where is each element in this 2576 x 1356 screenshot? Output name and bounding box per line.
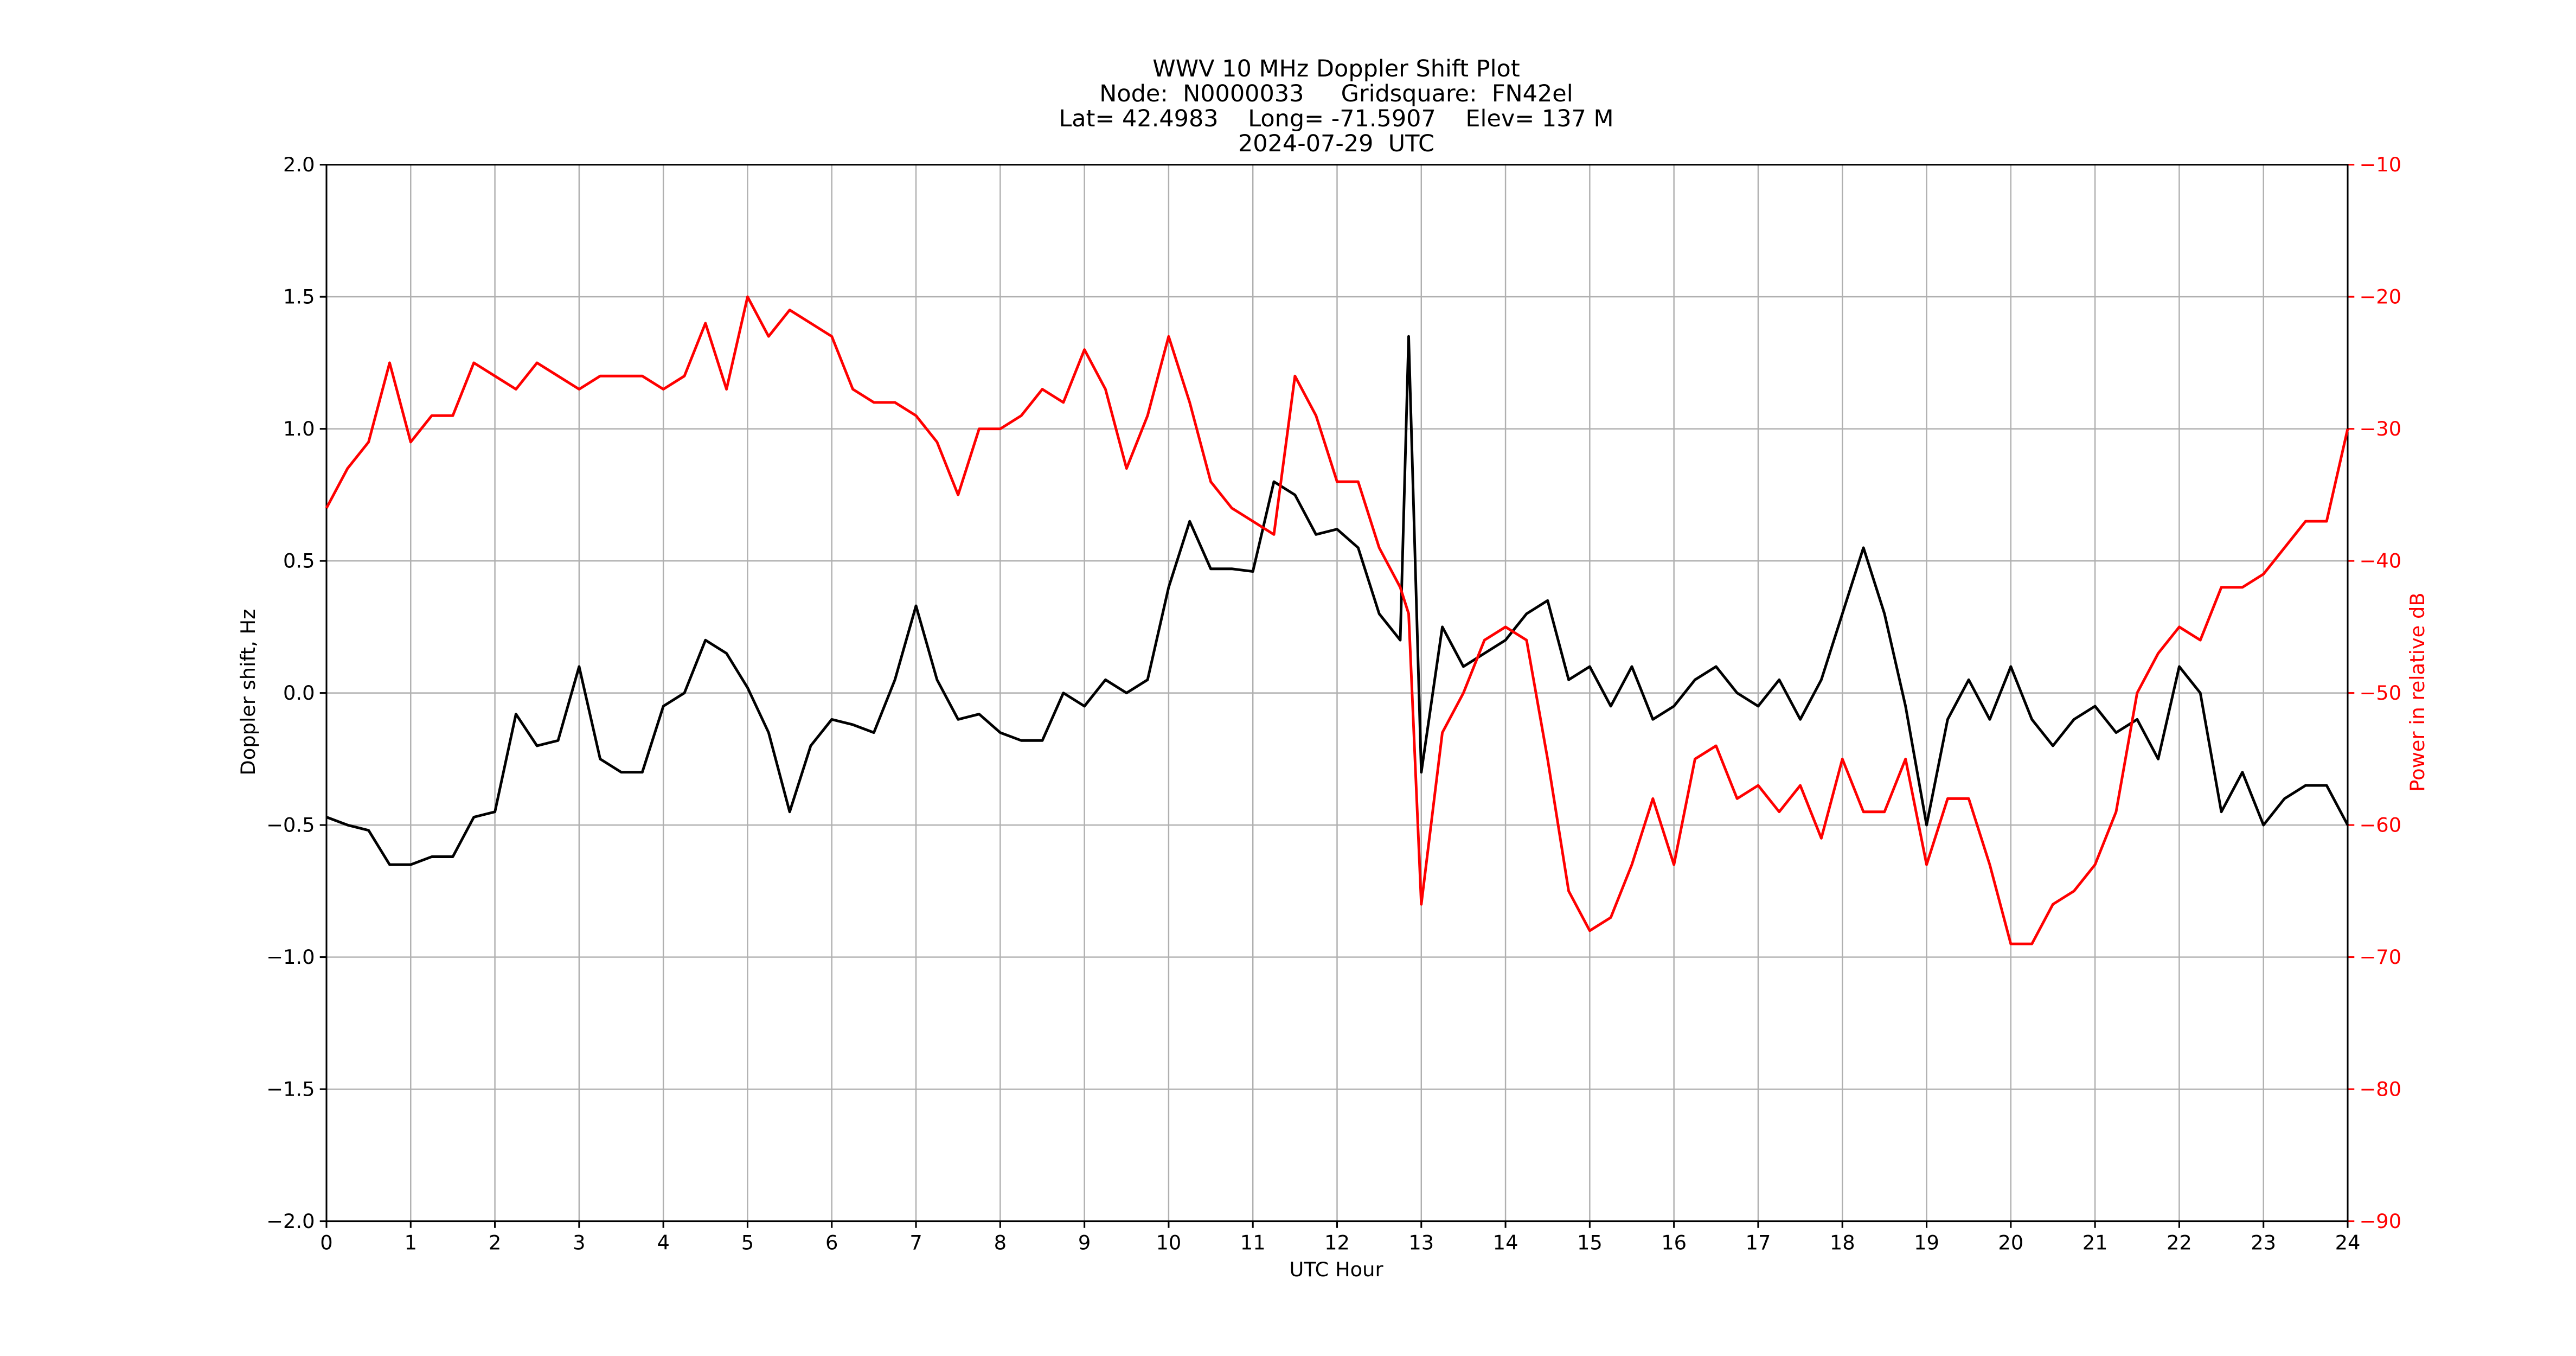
plot-frame [325, 164, 2349, 1223]
x-tick-label: 24 [2335, 1231, 2361, 1255]
x-tick-label: 20 [1998, 1231, 2023, 1255]
y2-tick-label: −20 [2359, 285, 2401, 308]
y-tick-label: 1.5 [283, 285, 315, 308]
x-tick-label: 1 [405, 1231, 417, 1255]
y2-tick-label: −30 [2359, 417, 2401, 440]
x-tick-label: 15 [1577, 1231, 1603, 1255]
y2-tick-label: −60 [2359, 813, 2401, 836]
x-tick-label: 10 [1156, 1231, 1181, 1255]
x-tick-label: 6 [825, 1231, 838, 1255]
y2-tick-label: −10 [2359, 153, 2401, 176]
y-tick-label: 0.5 [283, 549, 315, 572]
x-tick-label: 14 [1493, 1231, 1518, 1255]
data-line [325, 295, 2349, 945]
y-tick-label: 2.0 [283, 153, 315, 176]
y-axis-label: Doppler shift, Hz [236, 609, 260, 776]
y2-axis-label: Power in relative dB [2406, 592, 2429, 791]
title-line: 2024-07-29 UTC [1238, 130, 1434, 157]
y-tick-label: 0.0 [283, 681, 315, 705]
data-line [326, 335, 2349, 866]
x-tick-label: 19 [1914, 1231, 1939, 1255]
x-tick-label: 13 [1408, 1231, 1434, 1255]
title-line: Node: N0000033 Gridsquare: FN42el [1099, 80, 1573, 107]
y2-tick-label: −70 [2359, 945, 2401, 969]
y2-tick-label: −50 [2359, 681, 2401, 705]
y-tick-label: −2.0 [266, 1210, 315, 1233]
y-tick-label: 1.0 [283, 417, 315, 440]
x-tick-label: 18 [1830, 1231, 1855, 1255]
title-line: Lat= 42.4983 Long= -71.5907 Elev= 137 M [1059, 105, 1613, 132]
y2-tick-label: −90 [2359, 1210, 2401, 1233]
x-tick-label: 2 [489, 1231, 501, 1255]
y2-tick-label: −80 [2359, 1077, 2401, 1101]
x-tick-label: 11 [1240, 1231, 1266, 1255]
title-line: WWV 10 MHz Doppler Shift Plot [1152, 55, 1520, 82]
y2-tick-label: −40 [2359, 549, 2401, 572]
x-tick-label: 9 [1078, 1231, 1091, 1255]
y-tick-label: −1.5 [266, 1077, 315, 1101]
x-tick-label: 12 [1324, 1231, 1350, 1255]
y-tick-label: −0.5 [266, 813, 315, 836]
x-tick-label: 0 [320, 1231, 332, 1255]
x-tick-label: 8 [994, 1231, 1007, 1255]
x-tick-label: 5 [741, 1231, 754, 1255]
x-tick-label: 7 [909, 1231, 922, 1255]
x-axis-label: UTC Hour [1289, 1258, 1383, 1281]
x-tick-label: 16 [1661, 1231, 1687, 1255]
x-tick-label: 17 [1746, 1231, 1771, 1255]
y-tick-label: −1.0 [266, 945, 315, 969]
x-tick-label: 21 [2082, 1231, 2108, 1255]
x-tick-label: 3 [573, 1231, 585, 1255]
x-tick-label: 22 [2167, 1231, 2192, 1255]
x-tick-label: 23 [2251, 1231, 2276, 1255]
x-tick-label: 4 [657, 1231, 669, 1255]
